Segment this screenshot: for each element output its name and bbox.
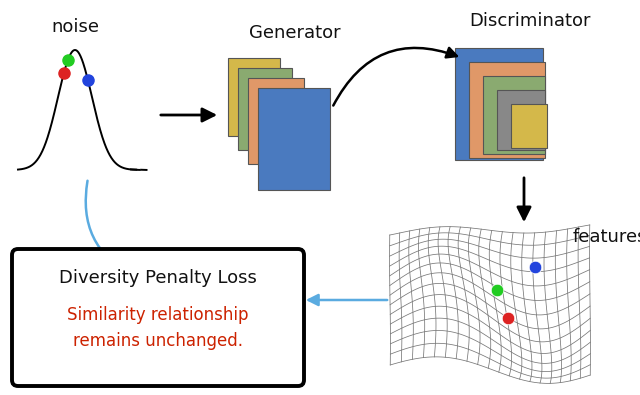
Text: Generator: Generator xyxy=(249,24,341,42)
Text: Discriminator: Discriminator xyxy=(469,12,591,30)
Text: Diversity Penalty Loss: Diversity Penalty Loss xyxy=(59,269,257,287)
Text: Similarity relationship
remains unchanged.: Similarity relationship remains unchange… xyxy=(67,306,249,350)
FancyBboxPatch shape xyxy=(228,58,280,136)
FancyBboxPatch shape xyxy=(497,90,545,150)
FancyBboxPatch shape xyxy=(469,62,545,158)
FancyBboxPatch shape xyxy=(12,249,304,386)
FancyBboxPatch shape xyxy=(511,104,547,148)
FancyArrowPatch shape xyxy=(86,181,133,275)
Text: noise: noise xyxy=(51,18,99,36)
FancyBboxPatch shape xyxy=(238,68,292,150)
Text: features: features xyxy=(573,228,640,246)
FancyBboxPatch shape xyxy=(248,78,304,164)
FancyBboxPatch shape xyxy=(455,48,543,160)
FancyBboxPatch shape xyxy=(258,88,330,190)
FancyArrowPatch shape xyxy=(333,48,457,105)
FancyBboxPatch shape xyxy=(483,76,545,154)
